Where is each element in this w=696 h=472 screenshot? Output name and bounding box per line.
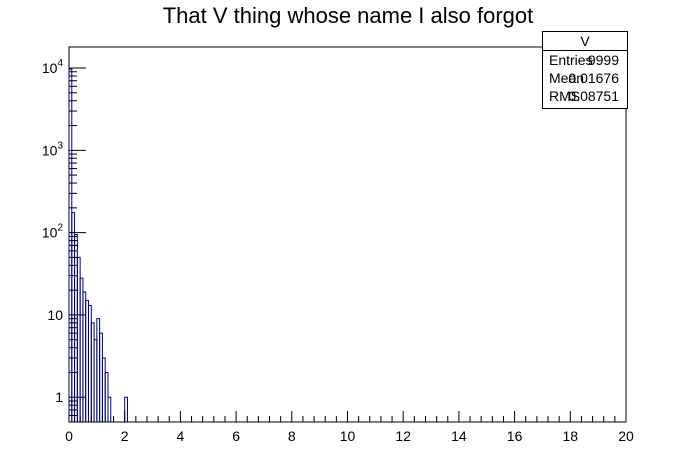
- x-tick-label: 2: [121, 428, 129, 444]
- x-tick-label: 6: [232, 428, 240, 444]
- stats-row-entries: Entries 9999: [543, 52, 627, 70]
- y-tick-label: 104: [42, 58, 64, 76]
- y-tick-label: 1: [55, 389, 63, 405]
- x-tick-label: 12: [395, 428, 411, 444]
- stats-entries-value: 9999: [587, 52, 619, 68]
- x-tick-label: 16: [507, 428, 523, 444]
- histogram-bin-16: [124, 396, 128, 422]
- chart-title: That V thing whose name I also forgot: [163, 3, 534, 28]
- y-tick-label: 103: [42, 140, 64, 158]
- x-axis: 0 2 4 6 8 10 12 14 16 18 20: [65, 411, 634, 444]
- y-tick-label: 10: [47, 307, 63, 323]
- stats-mean-label: Mean: [549, 70, 585, 86]
- stats-title: V: [543, 32, 627, 51]
- stats-rms-value: 0.08751: [568, 88, 619, 104]
- x-tick-label: 20: [618, 428, 634, 444]
- y-tick-label: 102: [42, 223, 64, 241]
- stats-rms-label: RMS: [549, 88, 581, 104]
- x-tick-label: 8: [288, 428, 296, 444]
- stats-row-mean: Mean 0.01676: [543, 70, 627, 88]
- x-tick-label: 0: [65, 428, 73, 444]
- stats-mean-value: 0.01676: [568, 70, 619, 86]
- histogram-bins: [68, 68, 128, 422]
- x-tick-label: 18: [563, 428, 579, 444]
- x-tick-label: 10: [340, 428, 356, 444]
- y-axis: 1 10 102 103 104: [42, 58, 86, 423]
- x-tick-label: 14: [451, 428, 467, 444]
- stats-row-rms: RMS 0.08751: [543, 88, 627, 106]
- x-tick-label: 4: [177, 428, 185, 444]
- stats-box: V Entries 9999 Mean 0.01676 RMS 0.08751: [542, 31, 628, 109]
- stats-entries-label: Entries: [549, 52, 593, 68]
- histogram-bin-14: [107, 396, 112, 422]
